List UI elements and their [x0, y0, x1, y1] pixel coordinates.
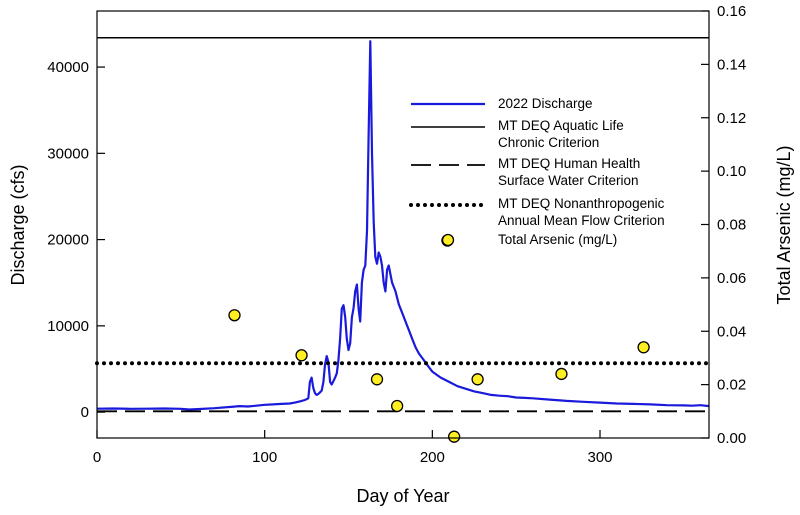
arsenic-point	[370, 373, 384, 386]
y2-tick-label: 0.08	[717, 217, 746, 234]
y2-tick-label: 0.06	[717, 270, 746, 287]
x-tick-label: 200	[420, 449, 445, 466]
legend-label: Surface Water Criterion	[498, 173, 639, 188]
y-tick-label: 30000	[47, 145, 89, 162]
arsenic-point	[390, 399, 404, 413]
y2-tick-label: 0.10	[717, 163, 746, 180]
legend-label: MT DEQ Nonanthropogenic	[498, 196, 665, 211]
plot-points	[228, 234, 650, 443]
x-tick-label: 300	[587, 449, 612, 466]
y2-tick-label: 0.16	[717, 3, 746, 20]
axes: 0 100 200 300 0 10000 20000 30000 40000 0.00 0.02 0…	[47, 3, 746, 466]
y-axis-title: Discharge (cfs)	[8, 164, 28, 285]
arsenic-point	[471, 373, 484, 386]
legend-label: Total Arsenic (mg/L)	[498, 232, 617, 247]
y2-tick-label: 0.00	[717, 430, 746, 447]
y-tick-label: 0	[81, 404, 89, 421]
y-tick-label: 20000	[47, 232, 89, 249]
legend-swatch-arsenic	[441, 233, 455, 247]
y-tick-label: 40000	[47, 59, 89, 76]
y2-tick-label: 0.14	[717, 56, 746, 73]
arsenic-point	[447, 430, 461, 443]
arsenic-point	[637, 341, 650, 354]
x-tick-label: 100	[252, 449, 277, 466]
x-tick-label: 0	[93, 449, 101, 466]
y2-tick-label: 0.12	[717, 110, 746, 127]
y-tick-label: 10000	[47, 318, 89, 335]
arsenic-point	[555, 367, 568, 381]
arsenic-point	[228, 309, 241, 322]
legend-label: Chronic Criterion	[498, 135, 599, 150]
legend-label: MT DEQ Human Health	[498, 156, 640, 171]
legend: 2022 Discharge MT DEQ Aquatic Life Chronic…	[409, 96, 665, 247]
plot-lines	[95, 36, 711, 413]
y2-tick-label: 0.04	[717, 323, 746, 340]
legend-label: 2022 Discharge	[498, 96, 593, 111]
y2-tick-label: 0.02	[717, 377, 746, 394]
legend-label: MT DEQ Aquatic Life	[498, 118, 624, 133]
arsenic-point	[295, 349, 308, 362]
legend-label: Annual Mean Flow Criterion	[498, 213, 665, 228]
discharge-line	[96, 40, 710, 411]
x-axis-title: Day of Year	[356, 486, 449, 506]
y2-axis-title: Total Arsenic (mg/L)	[774, 145, 794, 304]
